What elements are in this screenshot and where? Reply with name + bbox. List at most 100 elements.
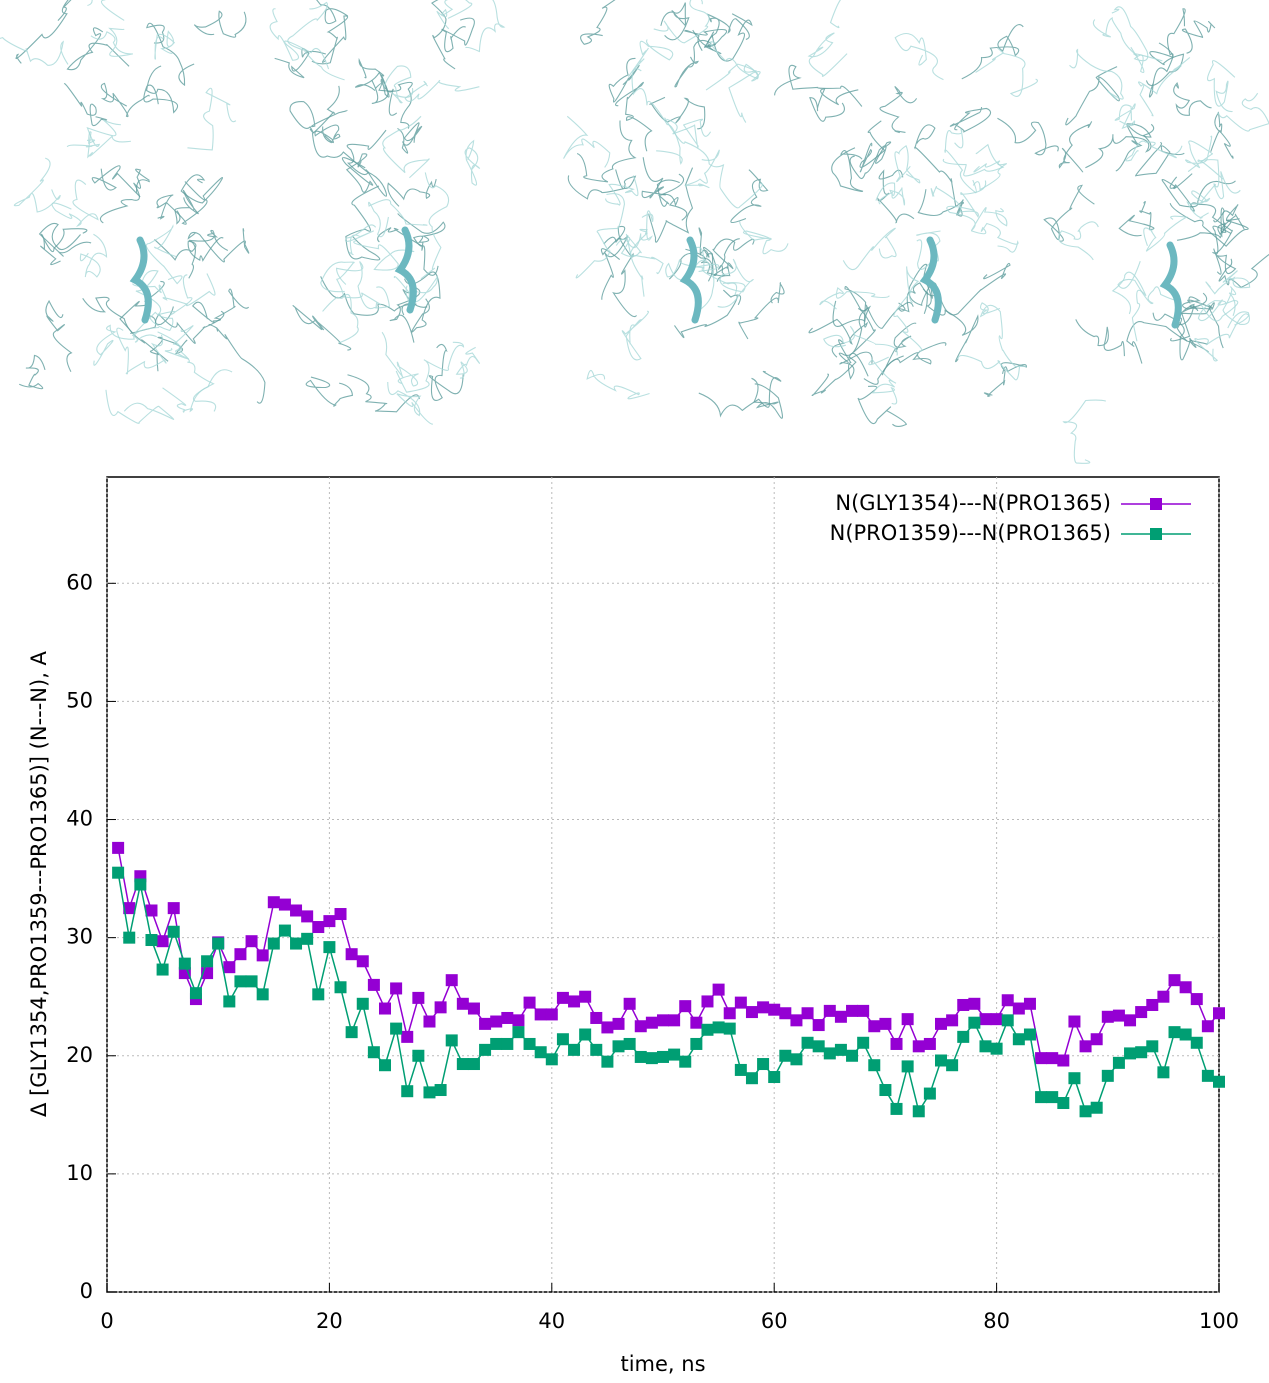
point-marker <box>813 1040 825 1052</box>
backbone-trace <box>729 64 760 122</box>
point-marker <box>690 1017 702 1029</box>
point-marker <box>423 1016 435 1028</box>
backbone-trace <box>83 297 168 361</box>
y-tick-label: 20 <box>66 1043 93 1067</box>
backbone-trace <box>576 194 624 278</box>
point-marker <box>646 1052 658 1064</box>
point-marker <box>134 879 146 891</box>
backbone-trace <box>1187 184 1215 218</box>
point-marker <box>1091 1033 1103 1045</box>
backbone-trace <box>1213 226 1236 274</box>
point-marker <box>479 1018 491 1030</box>
point-marker <box>401 1085 413 1097</box>
backbone-trace <box>405 80 479 101</box>
point-marker <box>1124 1047 1136 1059</box>
backbone-trace <box>144 66 178 112</box>
point-marker <box>1157 1066 1169 1078</box>
y-tick-label: 0 <box>80 1279 93 1303</box>
point-marker <box>835 1011 847 1023</box>
backbone-trace <box>156 306 224 343</box>
backbone-trace <box>632 69 682 164</box>
backbone-trace <box>812 353 868 395</box>
point-marker <box>379 1003 391 1015</box>
point-marker <box>435 1084 447 1096</box>
backbone-trace <box>175 190 199 223</box>
highlight-segment <box>400 230 413 310</box>
backbone-trace <box>824 326 898 355</box>
point-marker <box>1080 1105 1092 1117</box>
point-marker <box>257 949 269 961</box>
backbone-trace <box>843 228 896 269</box>
backbone-trace <box>155 32 174 60</box>
highlight-segment <box>1165 245 1178 325</box>
backbone-trace <box>1044 185 1094 241</box>
point-marker <box>635 1020 647 1032</box>
point-marker <box>902 1060 914 1072</box>
point-marker <box>1213 1007 1225 1019</box>
point-marker <box>1213 1076 1225 1088</box>
point-marker <box>379 1059 391 1071</box>
backbone-trace <box>163 370 233 412</box>
backbone-trace <box>581 0 632 44</box>
point-marker <box>924 1088 936 1100</box>
point-marker <box>857 1005 869 1017</box>
point-marker <box>1146 1040 1158 1052</box>
point-marker <box>957 1031 969 1043</box>
x-tick-label: 40 <box>538 1309 565 1333</box>
point-marker <box>246 975 258 987</box>
point-marker <box>1024 1029 1036 1041</box>
point-marker <box>1135 1046 1147 1058</box>
point-marker <box>446 974 458 986</box>
backbone-trace <box>622 234 644 296</box>
point-marker <box>401 1031 413 1043</box>
backbone-trace <box>133 310 173 342</box>
point-marker <box>590 1044 602 1056</box>
x-tick-label: 20 <box>316 1309 343 1333</box>
backbone-trace <box>91 28 133 56</box>
backbone-trace <box>706 42 758 90</box>
point-marker <box>1146 999 1158 1011</box>
point-marker <box>323 941 335 953</box>
backbone-trace <box>1093 18 1162 61</box>
point-marker <box>524 1038 536 1050</box>
point-marker <box>601 1056 613 1068</box>
backbone-trace <box>918 189 963 216</box>
backbone-trace <box>950 107 990 132</box>
point-marker <box>390 1023 402 1035</box>
backbone-trace <box>465 141 480 185</box>
point-marker <box>724 1007 736 1019</box>
backbone-trace <box>73 0 124 20</box>
backbone-trace <box>602 226 628 299</box>
point-marker <box>1046 1091 1058 1103</box>
point-marker <box>1013 1003 1025 1015</box>
backbone-trace <box>1182 21 1215 53</box>
point-marker <box>779 1050 791 1062</box>
point-marker <box>713 984 725 996</box>
point-marker <box>357 955 369 967</box>
backbone-trace <box>345 225 375 255</box>
backbone-trace <box>146 226 182 283</box>
point-marker <box>234 975 246 987</box>
backbone-trace <box>869 357 897 404</box>
backbone-trace <box>187 88 235 150</box>
x-axis-label: time, ns <box>620 1352 705 1376</box>
point-marker <box>1013 1033 1025 1045</box>
point-marker <box>512 1026 524 1038</box>
point-marker <box>1102 1070 1114 1082</box>
point-marker <box>179 958 191 970</box>
backbone-trace <box>661 3 689 40</box>
point-marker <box>279 925 291 937</box>
point-marker <box>757 1058 769 1070</box>
point-marker <box>1057 1097 1069 1109</box>
point-marker <box>1002 1014 1014 1026</box>
backbone-trace <box>92 166 150 197</box>
backbone-trace <box>601 238 636 317</box>
backbone-trace <box>194 11 246 37</box>
point-marker <box>145 904 157 916</box>
point-marker <box>579 991 591 1003</box>
point-marker <box>1157 991 1169 1003</box>
point-marker <box>613 1018 625 1030</box>
point-marker <box>657 1014 669 1026</box>
backbone-trace <box>106 390 174 424</box>
point-marker <box>168 926 180 938</box>
